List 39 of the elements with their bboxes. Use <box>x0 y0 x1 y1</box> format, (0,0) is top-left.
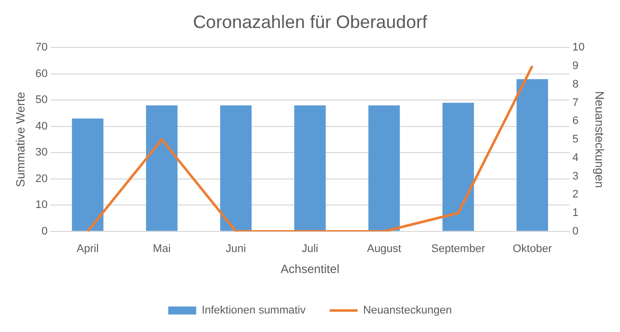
y2-tick-label: 0 <box>572 225 578 238</box>
y-tick-label: 20 <box>35 172 48 185</box>
x-tick-label: Oktober <box>512 243 552 256</box>
legend-label: Infektionen summativ <box>202 304 306 317</box>
y-axis-title: Summative Werte <box>14 92 28 188</box>
bar <box>72 118 104 231</box>
y2-tick-label: 3 <box>572 170 578 182</box>
y2-axis-title: Neuansteckungen <box>592 91 606 188</box>
bar <box>442 102 474 231</box>
y-tick-label: 0 <box>42 225 48 238</box>
y-tick-label: 60 <box>35 68 48 80</box>
x-tick-label: September <box>431 243 486 256</box>
bar <box>294 105 326 231</box>
x-tick-label: Mai <box>152 243 171 256</box>
y-tick-label: 40 <box>35 120 48 132</box>
x-tick-label: Juni <box>226 243 246 256</box>
chart-title: Coronazahlen für Oberaudorf <box>192 12 428 32</box>
y-tick-label: 50 <box>35 94 48 106</box>
y-tick-label: 10 <box>35 199 48 212</box>
y2-tick-label: 7 <box>572 96 578 109</box>
y2-tick-label: 2 <box>572 188 578 201</box>
x-tick-label: April <box>76 243 99 256</box>
x-tick-label: Juli <box>302 243 318 256</box>
y2-tick-label: 1 <box>572 207 578 220</box>
bar <box>220 105 252 231</box>
y2-tick-label: 5 <box>572 134 578 146</box>
x-axis-title: Achsentitel <box>280 262 340 276</box>
bar <box>368 105 400 231</box>
y2-tick-label: 8 <box>572 78 578 90</box>
x-tick-label: August <box>366 243 402 256</box>
bar <box>146 105 178 231</box>
y2-tick-label: 4 <box>572 152 578 164</box>
bar <box>516 79 548 231</box>
y-tick-label: 30 <box>35 146 48 159</box>
y-tick-label: 70 <box>35 42 48 54</box>
y2-tick-label: 9 <box>572 60 578 72</box>
y2-tick-label: 6 <box>572 115 578 128</box>
y2-tick-label: 10 <box>572 42 585 54</box>
legend-label: Neuansteckungen <box>363 304 452 317</box>
